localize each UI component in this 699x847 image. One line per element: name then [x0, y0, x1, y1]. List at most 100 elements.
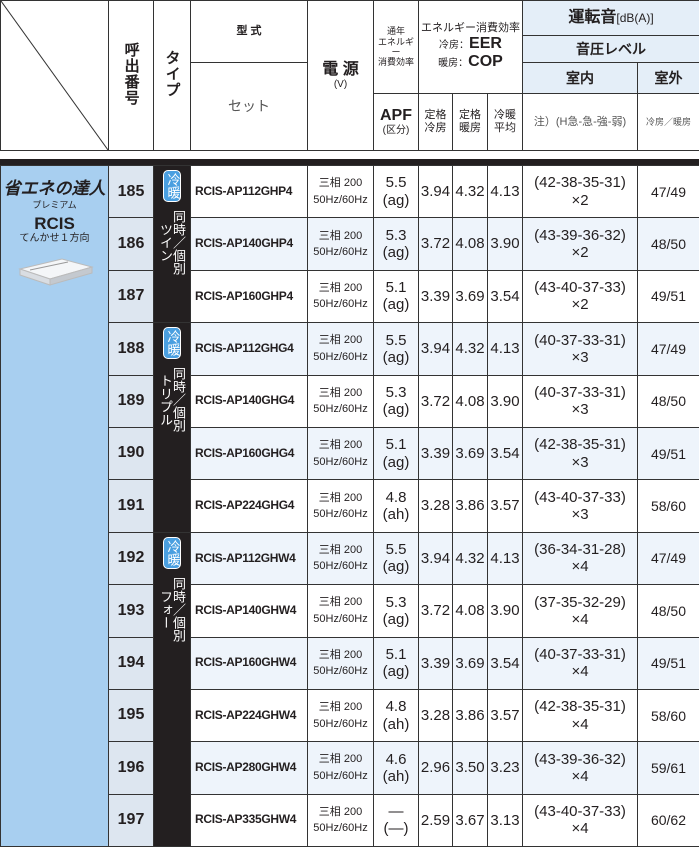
indoor-count: ×4 — [571, 820, 589, 838]
model: RCIS-AP112GHW4 — [190, 531, 308, 586]
eer-cool: 3.72 — [418, 584, 453, 638]
avg: 3.90 — [487, 584, 523, 638]
annual-line: エネルギー — [377, 36, 414, 57]
indoor-levels: (43-39-36-32) — [534, 226, 626, 244]
power: 三相 200 50Hz/60Hz — [307, 531, 374, 586]
call-no: 189 — [108, 374, 154, 428]
indoor-noise: (43-39-36-32) ×4 — [522, 741, 638, 795]
model: RCIS-AP112GHG4 — [190, 322, 308, 376]
power-freq: 50Hz/60Hz — [313, 560, 368, 573]
avg: 4.13 — [487, 531, 523, 586]
header-table: 呼出番号 タイプ 型 式 電 源 (V) 通年 エネルギー 消費効率 エネルギー消費効… — [0, 0, 699, 151]
spec-row: 186 RCIS-AP140GHP4 三相 200 50Hz/60Hz 5.3 (ag) 3… — [1, 217, 699, 271]
model: RCIS-AP160GHP4 — [190, 269, 308, 324]
avg: 3.90 — [487, 374, 523, 428]
power: 三相 200 50Hz/60Hz — [307, 269, 374, 324]
brand-logo: 省エネの達人 — [3, 179, 106, 199]
apf-class: (ag) — [382, 191, 410, 209]
indoor-noise: (43-40-37-33) ×4 — [522, 793, 638, 847]
power: 三相 200 50Hz/60Hz — [307, 793, 374, 847]
power: 三相 200 50Hz/60Hz — [307, 217, 374, 271]
apf-class: (ah) — [382, 767, 410, 785]
type-head: タイプ — [153, 0, 191, 151]
noise-unit: [dB(A)] — [616, 10, 654, 25]
power: 三相 200 50Hz/60Hz — [307, 426, 374, 481]
eer-cool: 3.39 — [418, 636, 453, 690]
cop-heat: 3.86 — [452, 479, 488, 533]
call-no: 197 — [108, 793, 154, 847]
apf-class: (ag) — [382, 453, 410, 471]
band — [0, 159, 699, 165]
apf-class: (ag) — [382, 401, 410, 419]
power: 三相 200 50Hz/60Hz — [307, 374, 374, 428]
eer-cool: 2.59 — [418, 793, 453, 847]
indoor-noise: (37-35-32-29) ×4 — [522, 584, 638, 638]
apf-label: APF — [380, 107, 412, 125]
type-badge: 冷暖 — [162, 327, 182, 360]
eer-cool: 3.39 — [418, 269, 453, 324]
power-freq: 50Hz/60Hz — [313, 298, 368, 311]
set-head: セット — [190, 62, 308, 151]
spec-row: 197 RCIS-AP335GHW4 三相 200 50Hz/60Hz — (—) 2.59… — [1, 793, 699, 847]
power-freq: 50Hz/60Hz — [313, 455, 368, 468]
apf-class: (ah) — [382, 506, 410, 524]
power-phase: 三相 200 — [318, 386, 363, 399]
indoor-count: ×3 — [571, 453, 589, 471]
apf-value: 5.5 — [385, 541, 407, 559]
eer-cool: 3.94 — [418, 531, 453, 586]
cop-heat: 4.08 — [452, 217, 488, 271]
brand-sub: プレミアム — [32, 199, 77, 210]
avg: 3.23 — [487, 741, 523, 795]
power-phase: 三相 200 — [318, 439, 363, 452]
model: RCIS-AP160GHG4 — [190, 426, 308, 481]
power-unit: (V) — [333, 78, 348, 90]
apf: 5.1 (ag) — [373, 636, 419, 690]
avg: 平均 — [494, 122, 516, 134]
power-head: 電 源 (V) — [307, 0, 374, 151]
power-freq: 50Hz/60Hz — [313, 822, 368, 835]
apf-value: 5.5 — [385, 174, 407, 192]
power-freq: 50Hz/60Hz — [313, 350, 368, 363]
indoor-noise: (43-40-37-33) ×2 — [522, 269, 638, 324]
apf-value: 5.3 — [385, 593, 407, 611]
cop-heat: 3.67 — [452, 793, 488, 847]
type-text: 同時／個別 トリプル — [155, 367, 190, 432]
type-text: 同時／個別 フォー — [155, 577, 190, 642]
cop-heat: 3.69 — [452, 426, 488, 481]
diagonal — [1, 1, 108, 150]
call-no: 193 — [108, 584, 154, 638]
cop-heat: 4.32 — [452, 322, 488, 376]
model: RCIS-AP140GHG4 — [190, 374, 308, 428]
apf-value: 5.3 — [385, 384, 407, 401]
annual-line: 消費効率 — [377, 57, 414, 68]
eff-label: エネルギー消費効率 — [421, 22, 520, 35]
power-freq: 50Hz/60Hz — [313, 769, 368, 782]
avg: 3.90 — [487, 217, 523, 271]
apf: 5.3 (ag) — [373, 374, 419, 428]
apf: 5.3 (ag) — [373, 217, 419, 271]
avg: 3.54 — [487, 636, 523, 690]
indoor-levels: (40-37-33-31) — [534, 645, 626, 663]
spec-row: 195 RCIS-AP224GHW4 三相 200 50Hz/60Hz 4.8 (ah) 3… — [1, 688, 699, 743]
rated: 定格 — [459, 109, 481, 122]
type-mode: 同時／個別 — [171, 210, 186, 276]
model: RCIS-AP335GHW4 — [190, 793, 308, 847]
indoor-levels: (43-39-36-32) — [534, 750, 626, 768]
noise-label: 運転音 — [568, 8, 617, 26]
indoor-levels: (42-38-35-31) — [534, 698, 626, 716]
cool: 冷房 — [424, 122, 447, 134]
outdoor-noise: 47/49 — [637, 531, 699, 586]
indoor-count: ×2 — [571, 191, 589, 209]
power: 三相 200 50Hz/60Hz — [307, 688, 374, 743]
pressure-head: 音圧レベル — [522, 35, 699, 63]
avg: 3.13 — [487, 793, 523, 847]
spec-row: 省エネの達人 プレミアム RCIS てんかせ１方向 185 冷暖 同時／個別 ツイン RCIS-… — [0, 164, 699, 847]
eer-cool: 3.28 — [418, 479, 453, 533]
apf-value: — — [388, 803, 404, 821]
apf: 5.5 (ag) — [373, 164, 419, 219]
power-freq: 50Hz/60Hz — [313, 612, 368, 625]
outdoor-noise: 58/60 — [637, 688, 699, 743]
apf: 5.1 (ag) — [373, 269, 419, 324]
apf-value: 5.3 — [385, 226, 407, 244]
